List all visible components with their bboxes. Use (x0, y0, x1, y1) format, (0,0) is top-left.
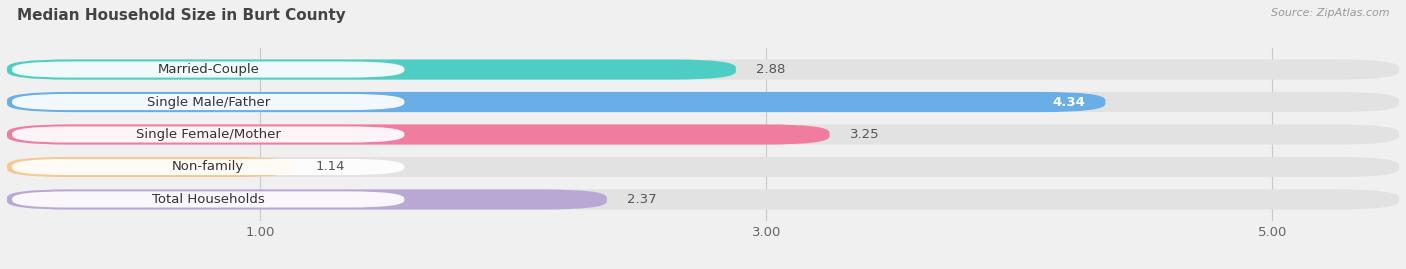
Text: Non-family: Non-family (172, 161, 245, 174)
Text: Source: ZipAtlas.com: Source: ZipAtlas.com (1271, 8, 1389, 18)
FancyBboxPatch shape (7, 92, 1399, 112)
FancyBboxPatch shape (13, 159, 405, 175)
FancyBboxPatch shape (7, 157, 295, 177)
FancyBboxPatch shape (7, 59, 735, 80)
Text: Single Male/Father: Single Male/Father (146, 95, 270, 108)
FancyBboxPatch shape (7, 189, 1399, 210)
FancyBboxPatch shape (7, 157, 1399, 177)
FancyBboxPatch shape (7, 59, 1399, 80)
FancyBboxPatch shape (13, 126, 405, 143)
Text: 2.37: 2.37 (627, 193, 657, 206)
FancyBboxPatch shape (7, 125, 1399, 144)
Text: Single Female/Mother: Single Female/Mother (136, 128, 281, 141)
FancyBboxPatch shape (13, 94, 405, 110)
Text: 4.34: 4.34 (1052, 95, 1085, 108)
FancyBboxPatch shape (13, 192, 405, 207)
Text: Median Household Size in Burt County: Median Household Size in Burt County (17, 8, 346, 23)
FancyBboxPatch shape (13, 62, 405, 77)
Text: 3.25: 3.25 (849, 128, 879, 141)
FancyBboxPatch shape (7, 125, 830, 144)
Text: 1.14: 1.14 (316, 161, 346, 174)
FancyBboxPatch shape (7, 189, 607, 210)
Text: 2.88: 2.88 (756, 63, 786, 76)
FancyBboxPatch shape (7, 92, 1105, 112)
Text: Total Households: Total Households (152, 193, 264, 206)
Text: Married-Couple: Married-Couple (157, 63, 259, 76)
